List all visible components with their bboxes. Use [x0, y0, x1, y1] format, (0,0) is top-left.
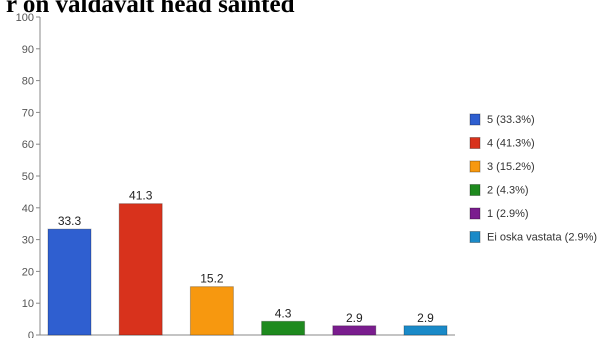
y-tick-label: 20 — [22, 266, 34, 278]
y-tick-label: 70 — [22, 107, 34, 119]
legend-swatch — [469, 160, 481, 173]
legend-label: 5 (33.3%) — [487, 114, 535, 126]
legend-swatch — [469, 113, 481, 126]
legend-label: 2 (4.3%) — [487, 185, 529, 197]
chart-title: r on valdavalt head sainted — [6, 0, 295, 18]
y-tick-label: 90 — [22, 44, 34, 56]
y-tick-label: 10 — [22, 298, 34, 310]
bar-value-label: 4.3 — [275, 306, 292, 320]
bar-ei-oska-vastata — [403, 325, 448, 336]
legend-swatch — [469, 137, 481, 149]
legend-label: 4 (41.3%) — [487, 138, 535, 150]
y-tick-label: 60 — [22, 139, 34, 151]
y-tick-label: 30 — [22, 235, 34, 247]
bar-value-label: 33.3 — [58, 214, 82, 228]
y-tick-label: 50 — [22, 171, 34, 183]
legend-swatch — [469, 184, 481, 196]
bar-3 — [189, 286, 234, 336]
bar-value-label: 15.2 — [200, 272, 224, 286]
bar-5 — [47, 228, 92, 336]
legend-label: 3 (15.2%) — [487, 161, 535, 173]
legend-label: Ei oska vastata (2.9%) — [487, 232, 597, 244]
bar-4 — [118, 203, 163, 336]
chart-legend: 5 (33.3%) 4 (41.3%) 3 (15.2%) 2 (4.3%) 1 (2.… — [469, 113, 597, 244]
y-tick-label: 40 — [22, 203, 34, 215]
y-tick-label: 0 — [28, 330, 34, 338]
bar-2 — [261, 320, 306, 336]
y-tick-label: 80 — [22, 76, 34, 88]
legend-swatch — [469, 207, 481, 220]
y-tick-label: 100 — [16, 12, 34, 24]
legend-label: 1 (2.9%) — [487, 208, 529, 220]
bar-value-label: 41.3 — [129, 189, 153, 203]
chart-bars: 33.3 41.3 15.2 4.3 2.9 2.9 — [47, 189, 448, 336]
bar-value-label: 2.9 — [417, 311, 434, 325]
bar-1 — [332, 325, 377, 336]
chart-axes: 0 10 20 30 40 50 60 70 80 90 100 — [16, 12, 455, 338]
legend-swatch — [469, 231, 481, 243]
bar-value-label: 2.9 — [346, 311, 363, 325]
